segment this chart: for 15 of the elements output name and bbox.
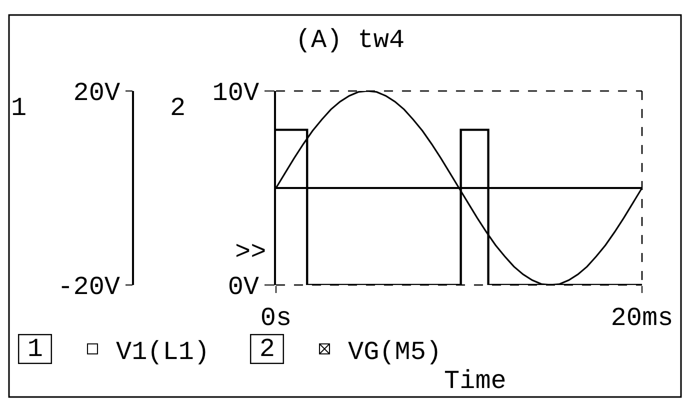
- x-axis-title: Time: [444, 366, 506, 396]
- legend-label: V1(L1): [116, 337, 210, 368]
- legend-label: VG(M5): [348, 337, 442, 368]
- x-tick-label: 0s: [260, 303, 292, 334]
- y-tick-label: 10V: [212, 78, 260, 108]
- y2-tick-label: 20V: [73, 78, 120, 108]
- y2-axis-title: 1: [27, 334, 44, 364]
- text: >>: [235, 237, 266, 267]
- text: 2: [170, 93, 186, 123]
- x-tick-label: 20ms: [610, 303, 674, 334]
- chart-title: (A) tw4: [295, 25, 405, 56]
- y-tick-label: 0V: [228, 272, 260, 302]
- y-axis-title: 2: [259, 334, 276, 364]
- y2-tick-label: -20V: [58, 272, 120, 302]
- text: 1: [11, 93, 27, 123]
